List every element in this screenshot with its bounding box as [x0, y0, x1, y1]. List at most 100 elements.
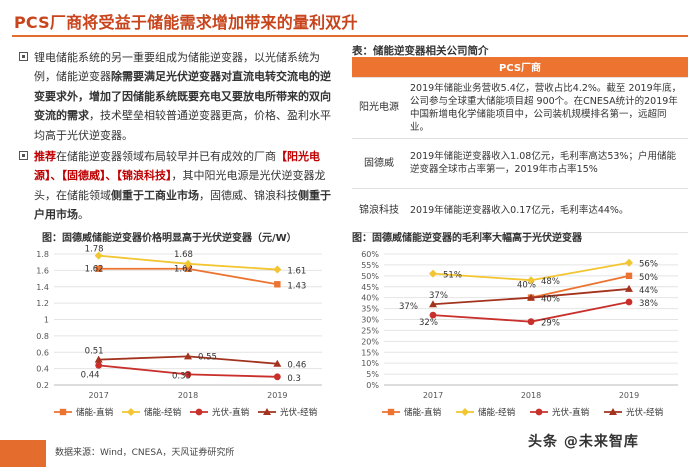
table-caption: 表：储能逆变器相关公司简介: [352, 45, 489, 57]
bullet-item: 锂电储能系统的另一重要组成为储能逆变器，以光储系统为例，储能逆变器除需要满足光伏…: [19, 48, 334, 145]
legend-label: 光伏-直销: [552, 407, 590, 418]
data-label: 1.62: [174, 265, 193, 275]
company-desc: 2019年储能业务营收5.4亿，营收占比4.2%。截至 2019年底，公司参与全…: [406, 76, 688, 138]
company-name: 固德威: [352, 137, 406, 188]
company-table: PCS厂商 阳光电源 2019年储能业务营收5.4亿，营收占比4.2%。截至 2…: [352, 57, 688, 233]
bullet-text-part: 。: [78, 208, 89, 222]
y-tick-label: 35%: [361, 305, 379, 314]
data-label: 40%: [541, 295, 560, 305]
left-chart-caption: 图：固德威储能逆变器价格明显高于光伏逆变器（元/W）: [42, 233, 297, 244]
data-point-marker: [127, 408, 135, 416]
data-label: 1.68: [174, 250, 193, 260]
y-tick-label: 1.8: [36, 250, 49, 259]
data-label: 0.51: [85, 347, 104, 357]
y-tick-label: 0.8: [36, 332, 49, 341]
recommend-label: 推荐: [34, 150, 56, 164]
watermark: 头条 @未来智库: [528, 434, 639, 450]
legend-label: 储能-直销: [404, 407, 442, 418]
data-point-marker: [387, 408, 395, 416]
margin-chart: 0% 5% 10% 15% 20% 25% 30% 35% 40% 45% 50% 55% 60% 201…: [352, 244, 684, 432]
data-point-marker: [184, 352, 192, 360]
bullet-text-part: 在储能逆变器领域布局较早并已有成效的厂商: [56, 150, 276, 164]
data-point-marker: [184, 259, 192, 268]
x-tick-label: 2018: [178, 391, 198, 400]
x-tick-label: 2019: [619, 391, 639, 400]
company-name: 锦浪科技: [352, 187, 406, 233]
data-point-marker: [184, 370, 192, 378]
bullet-square-icon: [19, 52, 28, 61]
bullet-text-part: 锂电储能系统的另一重要组成为储能逆变器，以光储系统为例，储能逆变器: [34, 51, 320, 84]
data-label: 56%: [639, 260, 658, 270]
data-label: 1.62: [85, 265, 104, 275]
price-chart-svg: 0.2 0.4 0.6 0.8 1 1.2 1.4 1.6 1.8 2017 2018 2019 1.6…: [36, 245, 322, 418]
bullet-item: 推荐在储能逆变器领域布局较早并已有成效的厂商【阳光电源】、【固德威】、【锦浪科技…: [19, 147, 334, 225]
data-point-marker: [527, 318, 535, 326]
data-point-marker: [263, 408, 271, 415]
bullet-text-bold: 侧重于工商业市场: [111, 188, 199, 202]
legend-label: 储能-经销: [478, 407, 516, 418]
legend-label: 光伏-经销: [280, 407, 318, 418]
y-tick-label: 60%: [361, 250, 379, 259]
data-label: 48%: [541, 277, 560, 287]
bullet-list: 锂电储能系统的另一重要组成为储能逆变器，以光储系统为例，储能逆变器除需要满足光伏…: [19, 48, 334, 227]
data-label: 40%: [517, 281, 536, 291]
data-label: 29%: [541, 319, 560, 329]
y-tick-label: 40%: [361, 294, 379, 303]
data-label: 1.61: [287, 267, 306, 277]
y-tick-label: 5%: [366, 370, 379, 379]
data-point-marker: [609, 408, 617, 415]
right-chart-caption: 图：固德威储能逆变器的毛利率大幅高于光伏逆变器: [352, 233, 582, 244]
margin-chart-svg: 0% 5% 10% 15% 20% 25%30% 35% 40% 45% 50% 55% 60% 201…: [361, 250, 678, 418]
data-label: 0.3: [287, 374, 301, 384]
y-tick-label: 30%: [361, 316, 379, 325]
data-point-marker: [95, 361, 103, 369]
data-label: 0.33: [172, 371, 191, 381]
y-tick-label: 25%: [361, 326, 379, 335]
data-label: 1.78: [85, 245, 104, 255]
y-tick-label: 45%: [361, 283, 379, 292]
data-point-marker: [625, 272, 633, 280]
data-point-marker: [273, 359, 282, 367]
data-point-marker: [429, 269, 437, 278]
series-line: [530, 274, 630, 299]
data-point-marker: [274, 281, 281, 288]
y-tick-label: 10%: [361, 359, 379, 368]
bullet-text: 推荐在储能逆变器领域布局较早并已有成效的厂商【阳光电源】、【固德威】、【锦浪科技…: [34, 147, 334, 225]
data-point-marker: [527, 276, 535, 285]
price-chart: 0.2 0.4 0.6 0.8 1 1.2 1.4 1.6 1.8 2017 2018 2019 1.6…: [22, 244, 328, 432]
data-point-marker: [429, 300, 437, 308]
table-header: PCS厂商: [352, 57, 688, 77]
page-title: PCS厂商将受益于储能需求增加带来的量利双升: [14, 13, 358, 32]
legend-label: 储能-直销: [76, 407, 114, 418]
data-point-marker: [429, 311, 437, 319]
y-tick-label: 0%: [366, 381, 379, 390]
bullet-square-icon: [19, 151, 28, 161]
x-tick-label: 2019: [267, 391, 287, 400]
company-desc: 2019年储能逆变器收入0.17亿元，毛利率达44%。: [406, 187, 688, 233]
data-point-marker: [195, 408, 203, 416]
data-point-marker: [273, 265, 282, 274]
x-tick-label: 2018: [521, 391, 541, 400]
x-tick-label: 2017: [88, 391, 108, 400]
data-point-marker: [94, 355, 103, 363]
y-tick-label: 15%: [361, 348, 379, 357]
data-label: 0.44: [81, 370, 100, 380]
y-tick-label: 20%: [361, 337, 379, 346]
company-name: 阳光电源: [352, 76, 406, 138]
table-row: 锦浪科技 2019年储能逆变器收入0.17亿元，毛利率达44%。: [352, 187, 688, 233]
y-tick-label: 1.6: [36, 266, 49, 275]
recommended-companies: 【阳光电源】、【固德威】、【锦浪科技】: [34, 150, 320, 183]
data-label: 37%: [429, 291, 448, 301]
data-point-marker: [59, 408, 67, 416]
data-label: 50%: [639, 273, 658, 283]
data-point-marker: [184, 265, 192, 272]
bullet-text-part: ，固德威、锦浪科技: [199, 188, 298, 202]
data-label: 51%: [443, 271, 462, 281]
company-desc: 2019年储能逆变器收入1.08亿元，毛利率高达53%；户用储能逆变器全球市占率…: [406, 137, 688, 188]
y-tick-label: 0.4: [36, 365, 49, 374]
y-tick-label: 0.2: [36, 381, 49, 390]
y-tick-label: 55%: [361, 261, 379, 270]
y-tick-label: 50%: [361, 272, 379, 281]
bullet-text-part: ，其中阳光电源是光伏逆变器龙头，在储能领域: [34, 169, 326, 202]
data-label: 0.46: [287, 361, 306, 371]
